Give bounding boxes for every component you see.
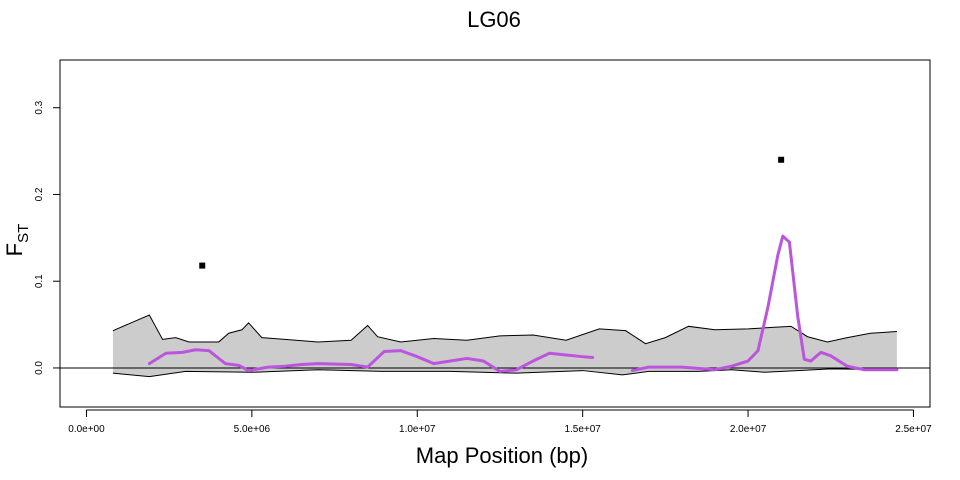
y-axis-title: FST — [2, 224, 32, 257]
y-tick-label: 0.3 — [34, 100, 45, 114]
y-tick-label: 0.2 — [34, 187, 45, 201]
x-tick-label: 1.0e+07 — [399, 424, 436, 435]
fst-series-line-1 — [147, 348, 595, 373]
envelope-lower-bound — [112, 368, 897, 378]
outlier-point-2 — [778, 156, 785, 163]
outlier-layer — [199, 156, 785, 269]
x-axis: 0.0e+00 5.0e+06 1.0e+07 1.5e+07 2.0e+07 2.5e+… — [68, 409, 932, 435]
x-tick-label: 0.0e+00 — [68, 424, 105, 435]
envelope-layer — [112, 314, 897, 378]
envelope-upper-bound — [112, 314, 897, 345]
x-tick-label: 2.0e+07 — [730, 424, 767, 435]
y-axis-title-group: FST — [2, 224, 32, 257]
outlier-point-1 — [199, 262, 206, 269]
x-tick-label: 2.5e+07 — [895, 424, 932, 435]
x-tick-label: 5.0e+06 — [234, 424, 271, 435]
y-tick-label: 0.0 — [34, 361, 45, 375]
x-axis-title: Map Position (bp) — [416, 443, 588, 468]
series-layer — [147, 234, 899, 373]
x-tick-label: 1.5e+07 — [564, 424, 601, 435]
envelope-area — [112, 315, 897, 377]
y-axis-title-subscript: ST — [15, 224, 32, 243]
fst-series-line-2 — [630, 234, 899, 373]
chart-title: LG06 — [467, 7, 521, 32]
y-axis-title-main: F — [2, 243, 27, 256]
y-tick-label: 0.1 — [34, 274, 45, 288]
y-axis: 0.0 0.1 0.2 0.3 — [34, 100, 61, 375]
